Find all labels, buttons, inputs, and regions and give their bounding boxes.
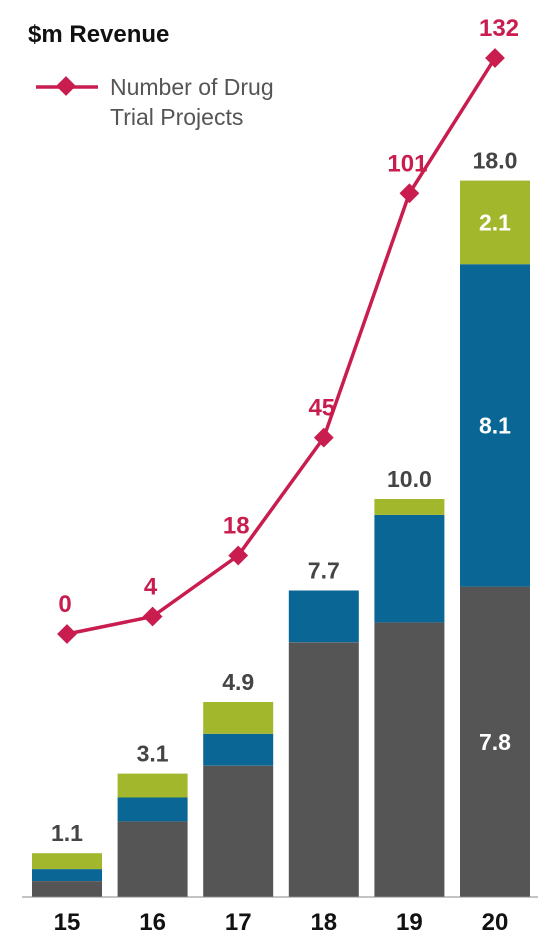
bar-total-label-16: 3.1 bbox=[137, 741, 169, 767]
bar-total-label-17: 4.9 bbox=[222, 669, 254, 695]
bar-segment-15-s2 bbox=[32, 853, 102, 870]
line-marker-20 bbox=[485, 48, 505, 68]
legend: Number of Drug Trial Projects bbox=[36, 74, 274, 130]
bar-total-label-20: 18.0 bbox=[473, 148, 518, 174]
x-tick-label-19: 19 bbox=[396, 909, 423, 936]
bar-segment-20-s0 bbox=[460, 586, 530, 897]
bar-segment-16-s1 bbox=[117, 797, 188, 822]
line-marker-18 bbox=[313, 427, 334, 448]
x-axis: 15 16 17 18 19 20 bbox=[22, 896, 538, 936]
x-tick-label-16: 16 bbox=[139, 909, 166, 936]
bar-total-label-19: 10.0 bbox=[387, 466, 432, 492]
x-tick-label-17: 17 bbox=[225, 909, 252, 936]
bar-segment-15-s0 bbox=[32, 881, 102, 897]
bar-segment-17-s0 bbox=[203, 765, 274, 897]
bar-segment-19-s2 bbox=[374, 499, 445, 515]
segment-label-20-s2: 2.1 bbox=[479, 209, 511, 235]
segment-label-20-s1: 8.1 bbox=[479, 412, 511, 438]
bar-segment-20-s2 bbox=[460, 180, 530, 265]
bar-total-label-15: 1.1 bbox=[51, 820, 83, 846]
chart-title: $m Revenue bbox=[28, 21, 169, 48]
bar-series-group: 1.1 3.1 4.9 7.7 10.0 18.0 7.8 8.1 2.1 bbox=[32, 148, 530, 897]
bar-segment-19-s0 bbox=[374, 622, 445, 897]
bar-segment-17-s2 bbox=[203, 702, 274, 734]
line-value-label-18: 45 bbox=[308, 395, 335, 422]
legend-label-line-1: Number of Drug bbox=[110, 74, 274, 100]
bar-segment-16-s2 bbox=[117, 773, 188, 798]
line-value-label-19: 101 bbox=[387, 150, 427, 177]
bar-segment-18-s0 bbox=[288, 642, 359, 897]
line-marker-15 bbox=[57, 624, 77, 644]
x-tick-label-20: 20 bbox=[482, 909, 509, 936]
line-value-label-16: 4 bbox=[144, 574, 158, 601]
bar-segment-18-s1 bbox=[288, 590, 359, 643]
bar-segment-19-s1 bbox=[374, 514, 445, 623]
line-value-label-20: 132 bbox=[479, 15, 519, 42]
line-marker-19 bbox=[399, 183, 420, 204]
bar-total-label-18: 7.7 bbox=[308, 558, 340, 584]
x-tick-label-15: 15 bbox=[54, 909, 81, 936]
legend-label-line-2: Trial Projects bbox=[110, 104, 243, 130]
line-value-label-17: 18 bbox=[223, 513, 250, 540]
bar-segment-20-s1 bbox=[460, 264, 530, 587]
legend-marker-swatch bbox=[56, 76, 76, 96]
bar-segment-17-s1 bbox=[203, 733, 274, 766]
segment-label-20-s0: 7.8 bbox=[479, 729, 511, 755]
line-value-label-15: 0 bbox=[58, 591, 71, 618]
bar-segment-15-s1 bbox=[32, 869, 102, 881]
line-series-path bbox=[66, 57, 497, 636]
bar-segment-16-s0 bbox=[117, 821, 188, 897]
x-tick-label-18: 18 bbox=[310, 909, 337, 936]
